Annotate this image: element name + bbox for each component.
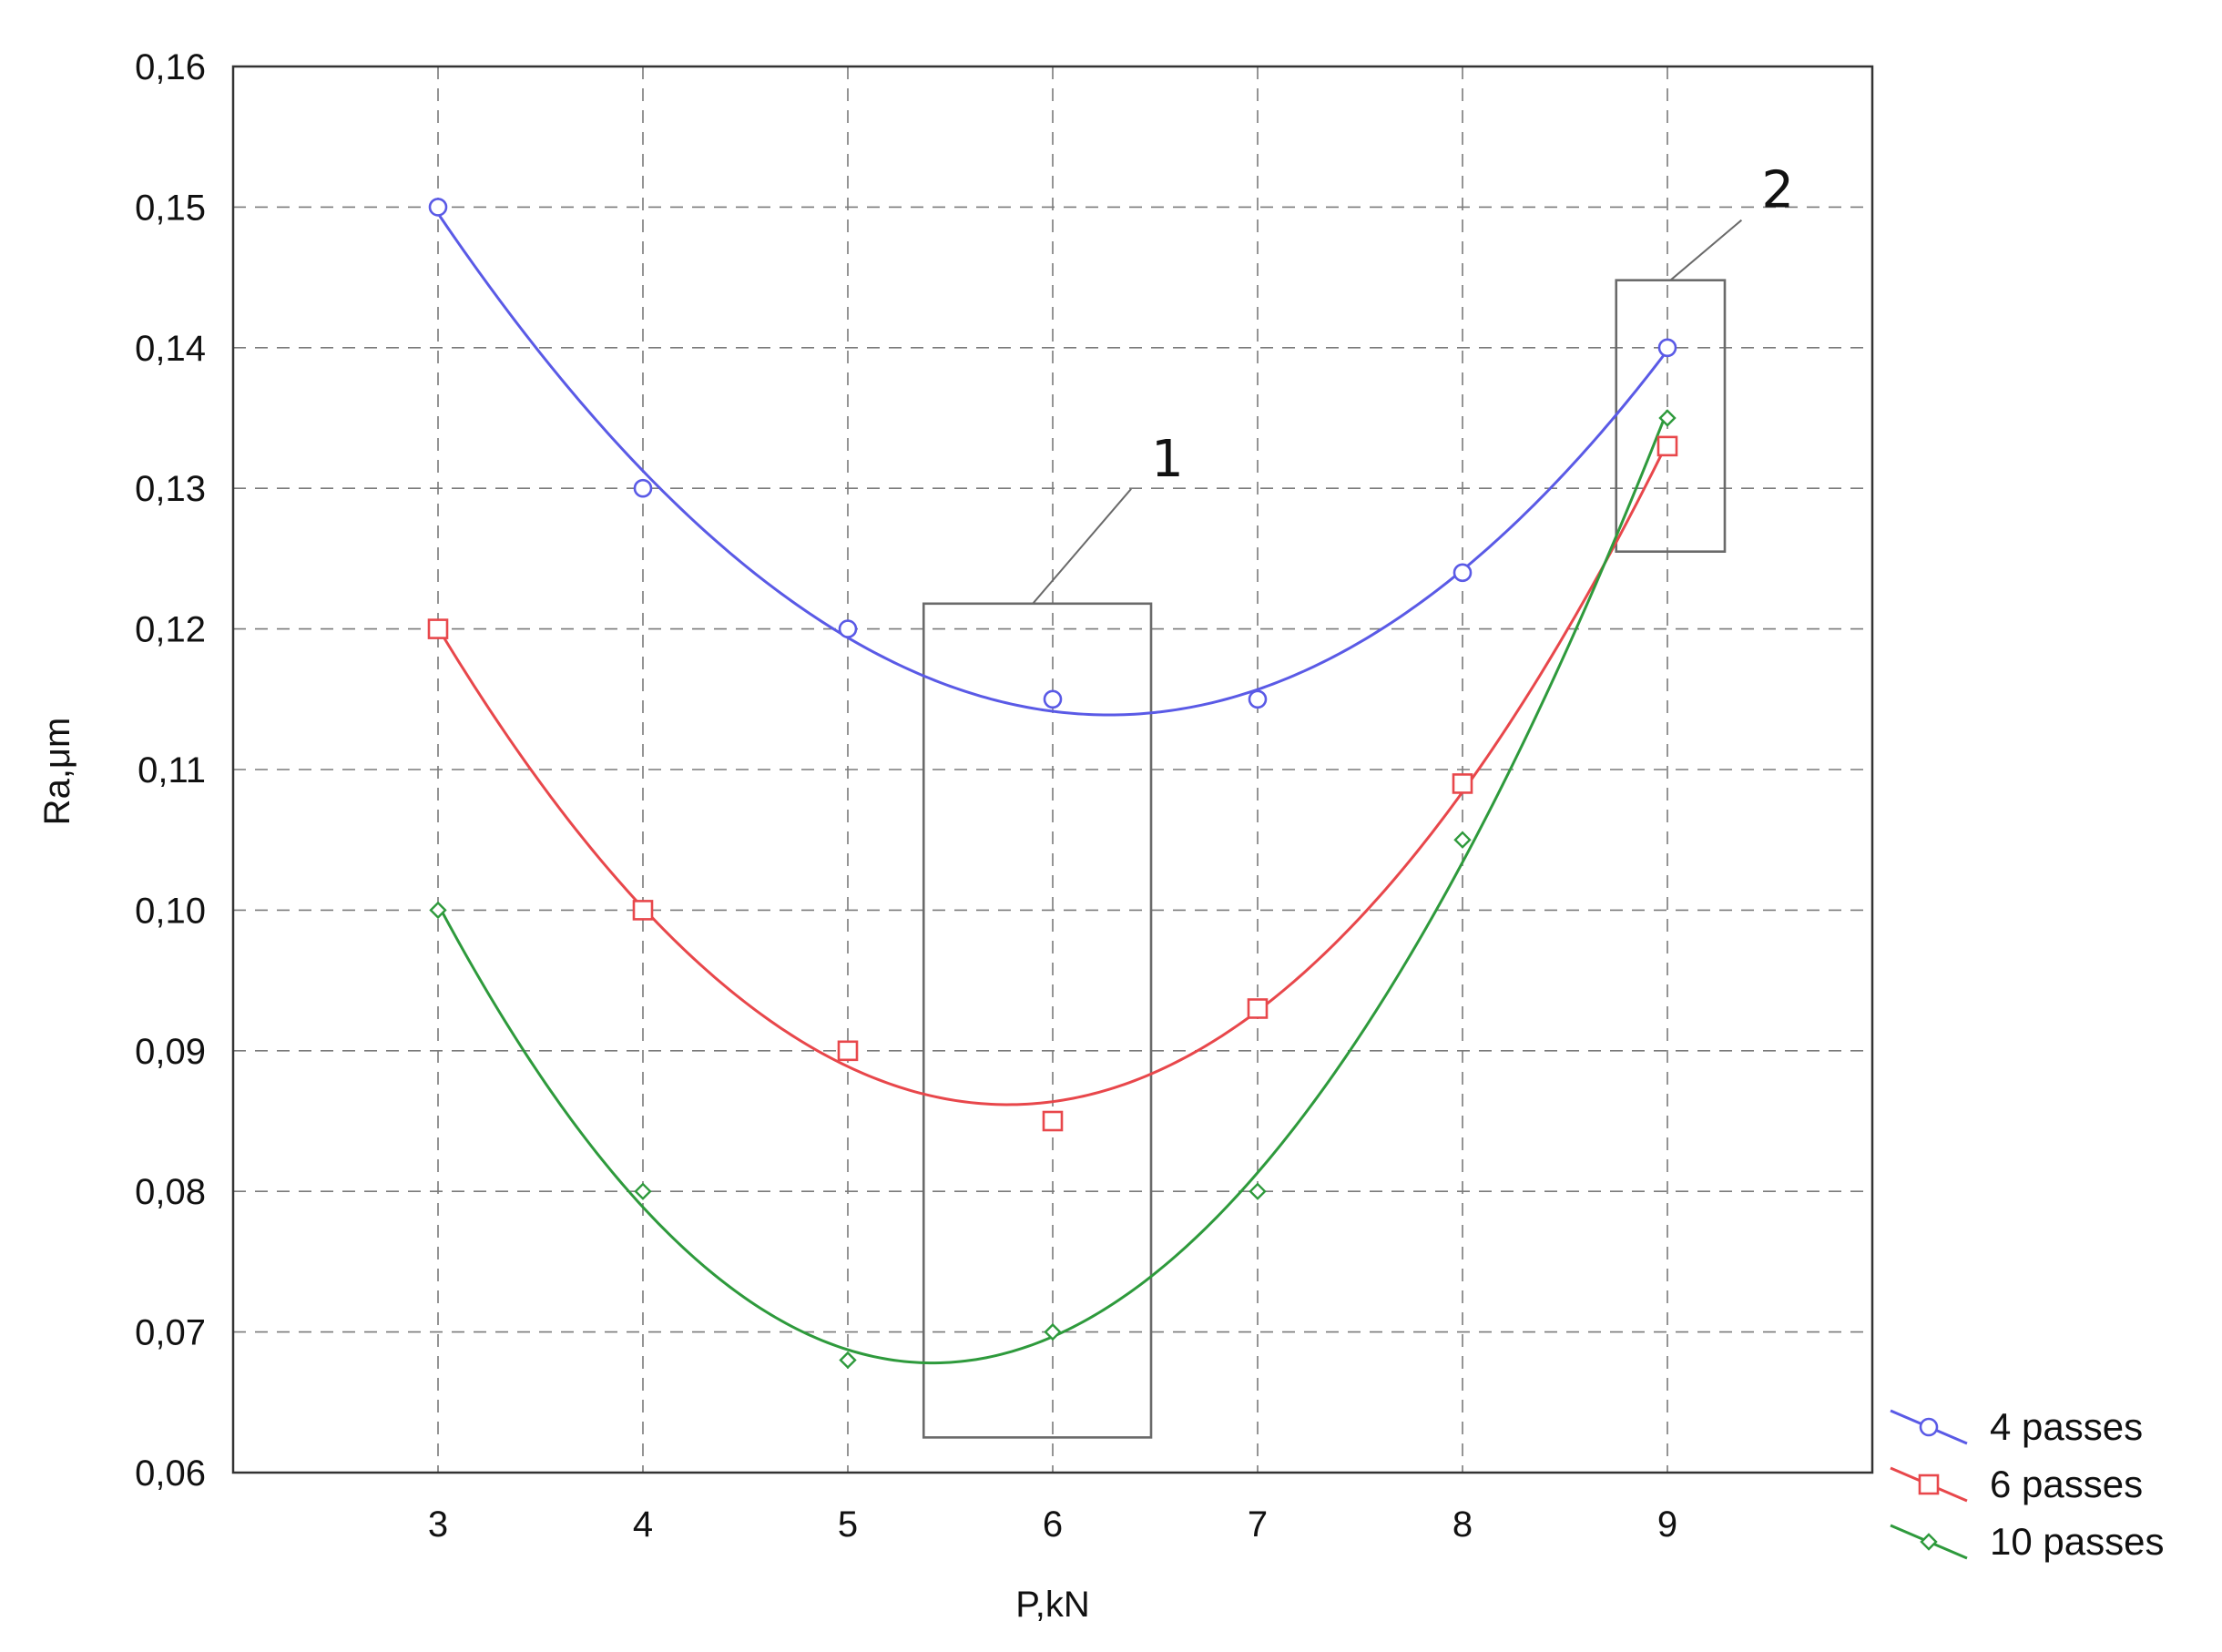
grid-lines bbox=[233, 66, 1872, 1473]
y-tick-label: 0,13 bbox=[135, 469, 206, 509]
data-point bbox=[1658, 409, 1677, 427]
y-axis-label: Ra,μm bbox=[37, 718, 77, 826]
data-point bbox=[1453, 831, 1472, 849]
data-point bbox=[632, 900, 654, 921]
data-point bbox=[838, 619, 858, 638]
annotation-box-1 bbox=[922, 602, 1153, 1439]
legend-marker bbox=[1918, 1474, 1940, 1495]
plot-frame bbox=[231, 65, 1874, 1474]
data-point bbox=[1044, 1322, 1062, 1341]
y-tick-label: 0,08 bbox=[135, 1172, 206, 1212]
x-tick-label: 4 bbox=[633, 1504, 653, 1545]
data-point bbox=[429, 901, 447, 920]
data-point bbox=[633, 478, 653, 498]
data-point bbox=[837, 1040, 859, 1062]
y-tick-label: 0,15 bbox=[135, 188, 206, 228]
legend-marker bbox=[1920, 1533, 1938, 1551]
data-point bbox=[1248, 689, 1268, 709]
x-tick-label: 3 bbox=[428, 1504, 448, 1545]
legend: 4 passes 6 passes 10 passes bbox=[1890, 1405, 2164, 1563]
y-tick-label: 0,14 bbox=[135, 329, 206, 369]
data-point bbox=[1249, 1182, 1267, 1200]
tick-labels: 0,06 0,07 0,08 0,09 0,10 0,11 0,12 0,13 0,14 0,15… bbox=[135, 47, 1677, 1545]
x-tick-label: 6 bbox=[1043, 1504, 1063, 1545]
x-tick-label: 9 bbox=[1657, 1504, 1677, 1545]
y-tick-label: 0,16 bbox=[135, 47, 206, 87]
data-point bbox=[1657, 338, 1677, 358]
y-tick-label: 0,11 bbox=[138, 750, 206, 790]
y-tick-label: 0,07 bbox=[135, 1313, 206, 1353]
data-point bbox=[1247, 998, 1269, 1019]
legend-label: 6 passes bbox=[1990, 1463, 2143, 1505]
legend-label: 10 passes bbox=[1990, 1520, 2164, 1563]
legend-label: 4 passes bbox=[1990, 1405, 2143, 1448]
y-tick-label: 0,06 bbox=[135, 1453, 206, 1494]
annotation-label-1: 1 bbox=[1151, 430, 1184, 489]
y-tick-label: 0,09 bbox=[135, 1032, 206, 1072]
series-markers bbox=[427, 198, 1678, 1370]
annotation-label-2: 2 bbox=[1761, 161, 1794, 220]
data-point bbox=[1452, 773, 1473, 794]
x-tick-label: 7 bbox=[1248, 1504, 1268, 1545]
y-tick-label: 0,12 bbox=[135, 610, 206, 650]
data-point bbox=[634, 1182, 652, 1200]
data-point bbox=[839, 1351, 857, 1370]
data-point bbox=[1452, 563, 1473, 583]
x-tick-label: 5 bbox=[838, 1504, 858, 1545]
data-point bbox=[1043, 689, 1063, 709]
annotation-leader-1 bbox=[1032, 488, 1132, 605]
data-point bbox=[428, 198, 448, 217]
data-point bbox=[1042, 1110, 1064, 1132]
data-point bbox=[1656, 435, 1678, 457]
x-tick-label: 8 bbox=[1452, 1504, 1473, 1545]
y-tick-label: 0,10 bbox=[135, 891, 206, 931]
data-point bbox=[427, 618, 449, 639]
annotation-leader-2 bbox=[1669, 219, 1743, 281]
x-axis-label: P,kN bbox=[1015, 1585, 1090, 1625]
legend-marker bbox=[1919, 1417, 1939, 1437]
